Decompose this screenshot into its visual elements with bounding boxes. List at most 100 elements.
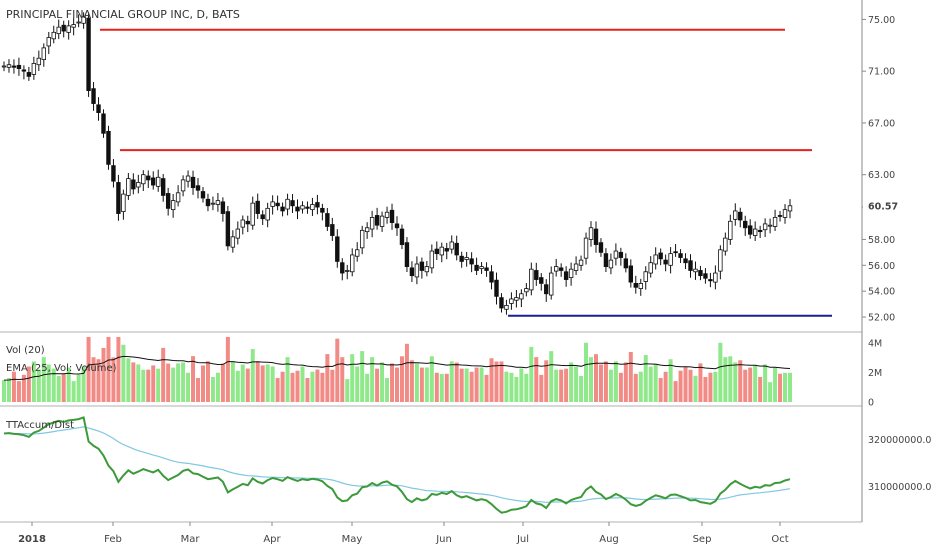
- x-tick-label: Mar: [181, 534, 201, 545]
- volume-bar: [638, 371, 643, 402]
- candle-body: [240, 219, 245, 228]
- candle-body: [643, 271, 648, 282]
- volume-bar: [290, 372, 295, 402]
- candle-body: [250, 202, 255, 226]
- volume-bar: [668, 359, 673, 402]
- candle-body: [499, 297, 504, 309]
- candle-body: [534, 270, 539, 280]
- candle-body: [146, 175, 151, 181]
- volume-bar: [270, 366, 275, 402]
- candles: [1, 12, 793, 315]
- candle-body: [320, 207, 325, 213]
- candle-body: [156, 176, 161, 187]
- candle-body: [275, 202, 280, 207]
- volume-bar: [61, 373, 66, 402]
- volume-bar: [375, 368, 380, 402]
- candle-body: [434, 248, 439, 255]
- candle-body: [573, 263, 579, 271]
- candle-body: [335, 236, 340, 262]
- candle-body: [46, 37, 51, 47]
- volume-bar: [723, 357, 728, 402]
- candle-body: [539, 277, 544, 284]
- volume-bar: [230, 361, 235, 402]
- candle-body: [439, 246, 444, 256]
- candle-body: [464, 257, 469, 260]
- volume-bar: [708, 372, 713, 402]
- volume-bar: [310, 371, 315, 402]
- volume-ema-line: [3, 355, 791, 381]
- candle-body: [713, 272, 718, 283]
- volume-bar: [534, 357, 539, 402]
- volume-bar: [370, 357, 375, 402]
- volume-bar: [658, 378, 663, 402]
- volume-bar: [196, 378, 201, 402]
- candle-body: [340, 262, 345, 274]
- candle-body: [285, 198, 290, 210]
- volume-bar: [56, 375, 61, 402]
- candle-body: [444, 248, 449, 252]
- candle-body: [141, 174, 146, 185]
- volume-bar: [608, 369, 613, 402]
- volume-bar: [409, 360, 414, 402]
- volume-bar: [459, 368, 464, 402]
- candle-body: [101, 113, 106, 134]
- candle-body: [544, 284, 549, 295]
- volume-bars: [2, 336, 792, 402]
- candle-body: [81, 16, 86, 24]
- candle-body: [429, 250, 435, 269]
- candle-body: [489, 271, 494, 283]
- candle-body: [673, 251, 678, 254]
- volume-bar: [26, 366, 31, 402]
- candle-body: [733, 210, 738, 220]
- x-tick-label: May: [342, 534, 363, 545]
- candle-body: [738, 211, 743, 221]
- volume-bar: [524, 373, 529, 402]
- volume-bar: [584, 342, 589, 402]
- volume-bar: [225, 336, 230, 402]
- candle-body: [787, 205, 793, 212]
- axes: 75.0071.0067.0063.0060.5058.0056.0054.00…: [18, 15, 932, 545]
- candle-body: [180, 179, 186, 192]
- volume-bar: [106, 336, 111, 402]
- volume-bar: [51, 368, 56, 402]
- candle-body: [748, 225, 753, 235]
- volume-bar: [648, 366, 653, 402]
- volume-bar: [469, 371, 474, 402]
- last-price-label: 60.57: [868, 202, 898, 213]
- volume-bar: [265, 364, 270, 402]
- candle-body: [255, 200, 260, 214]
- ema-label: EMA (25, Vol: Volume): [6, 363, 117, 374]
- volume-bar: [151, 365, 156, 402]
- x-tick-label: Jun: [435, 534, 452, 545]
- candle-body: [205, 198, 211, 207]
- volume-bar: [763, 364, 768, 402]
- price-tick-label: 67.00: [868, 118, 895, 129]
- candle-body: [598, 242, 604, 253]
- candle-body: [628, 265, 634, 283]
- volume-bar: [479, 367, 484, 402]
- candle-body: [21, 69, 27, 72]
- volume-bar: [454, 362, 459, 402]
- candle-body: [16, 64, 22, 69]
- candle-body: [210, 202, 216, 205]
- candle-body: [449, 241, 454, 250]
- volume-bar: [315, 369, 320, 402]
- candle-body: [678, 253, 683, 258]
- volume-bar: [509, 372, 514, 402]
- candle-body: [479, 266, 484, 269]
- volume-bar: [554, 369, 559, 402]
- volume-bar: [91, 357, 96, 402]
- volume-bar: [783, 372, 788, 402]
- volume-bar: [16, 381, 21, 402]
- volume-bar: [484, 374, 489, 402]
- volume-bar: [444, 373, 449, 402]
- volume-bar: [205, 361, 210, 402]
- volume-bar: [603, 361, 608, 402]
- volume-bar: [728, 356, 733, 402]
- candle-body: [593, 228, 599, 245]
- candle-body: [663, 259, 668, 265]
- volume-bar: [589, 357, 594, 402]
- candle-body: [414, 263, 420, 278]
- candle-body: [315, 202, 320, 208]
